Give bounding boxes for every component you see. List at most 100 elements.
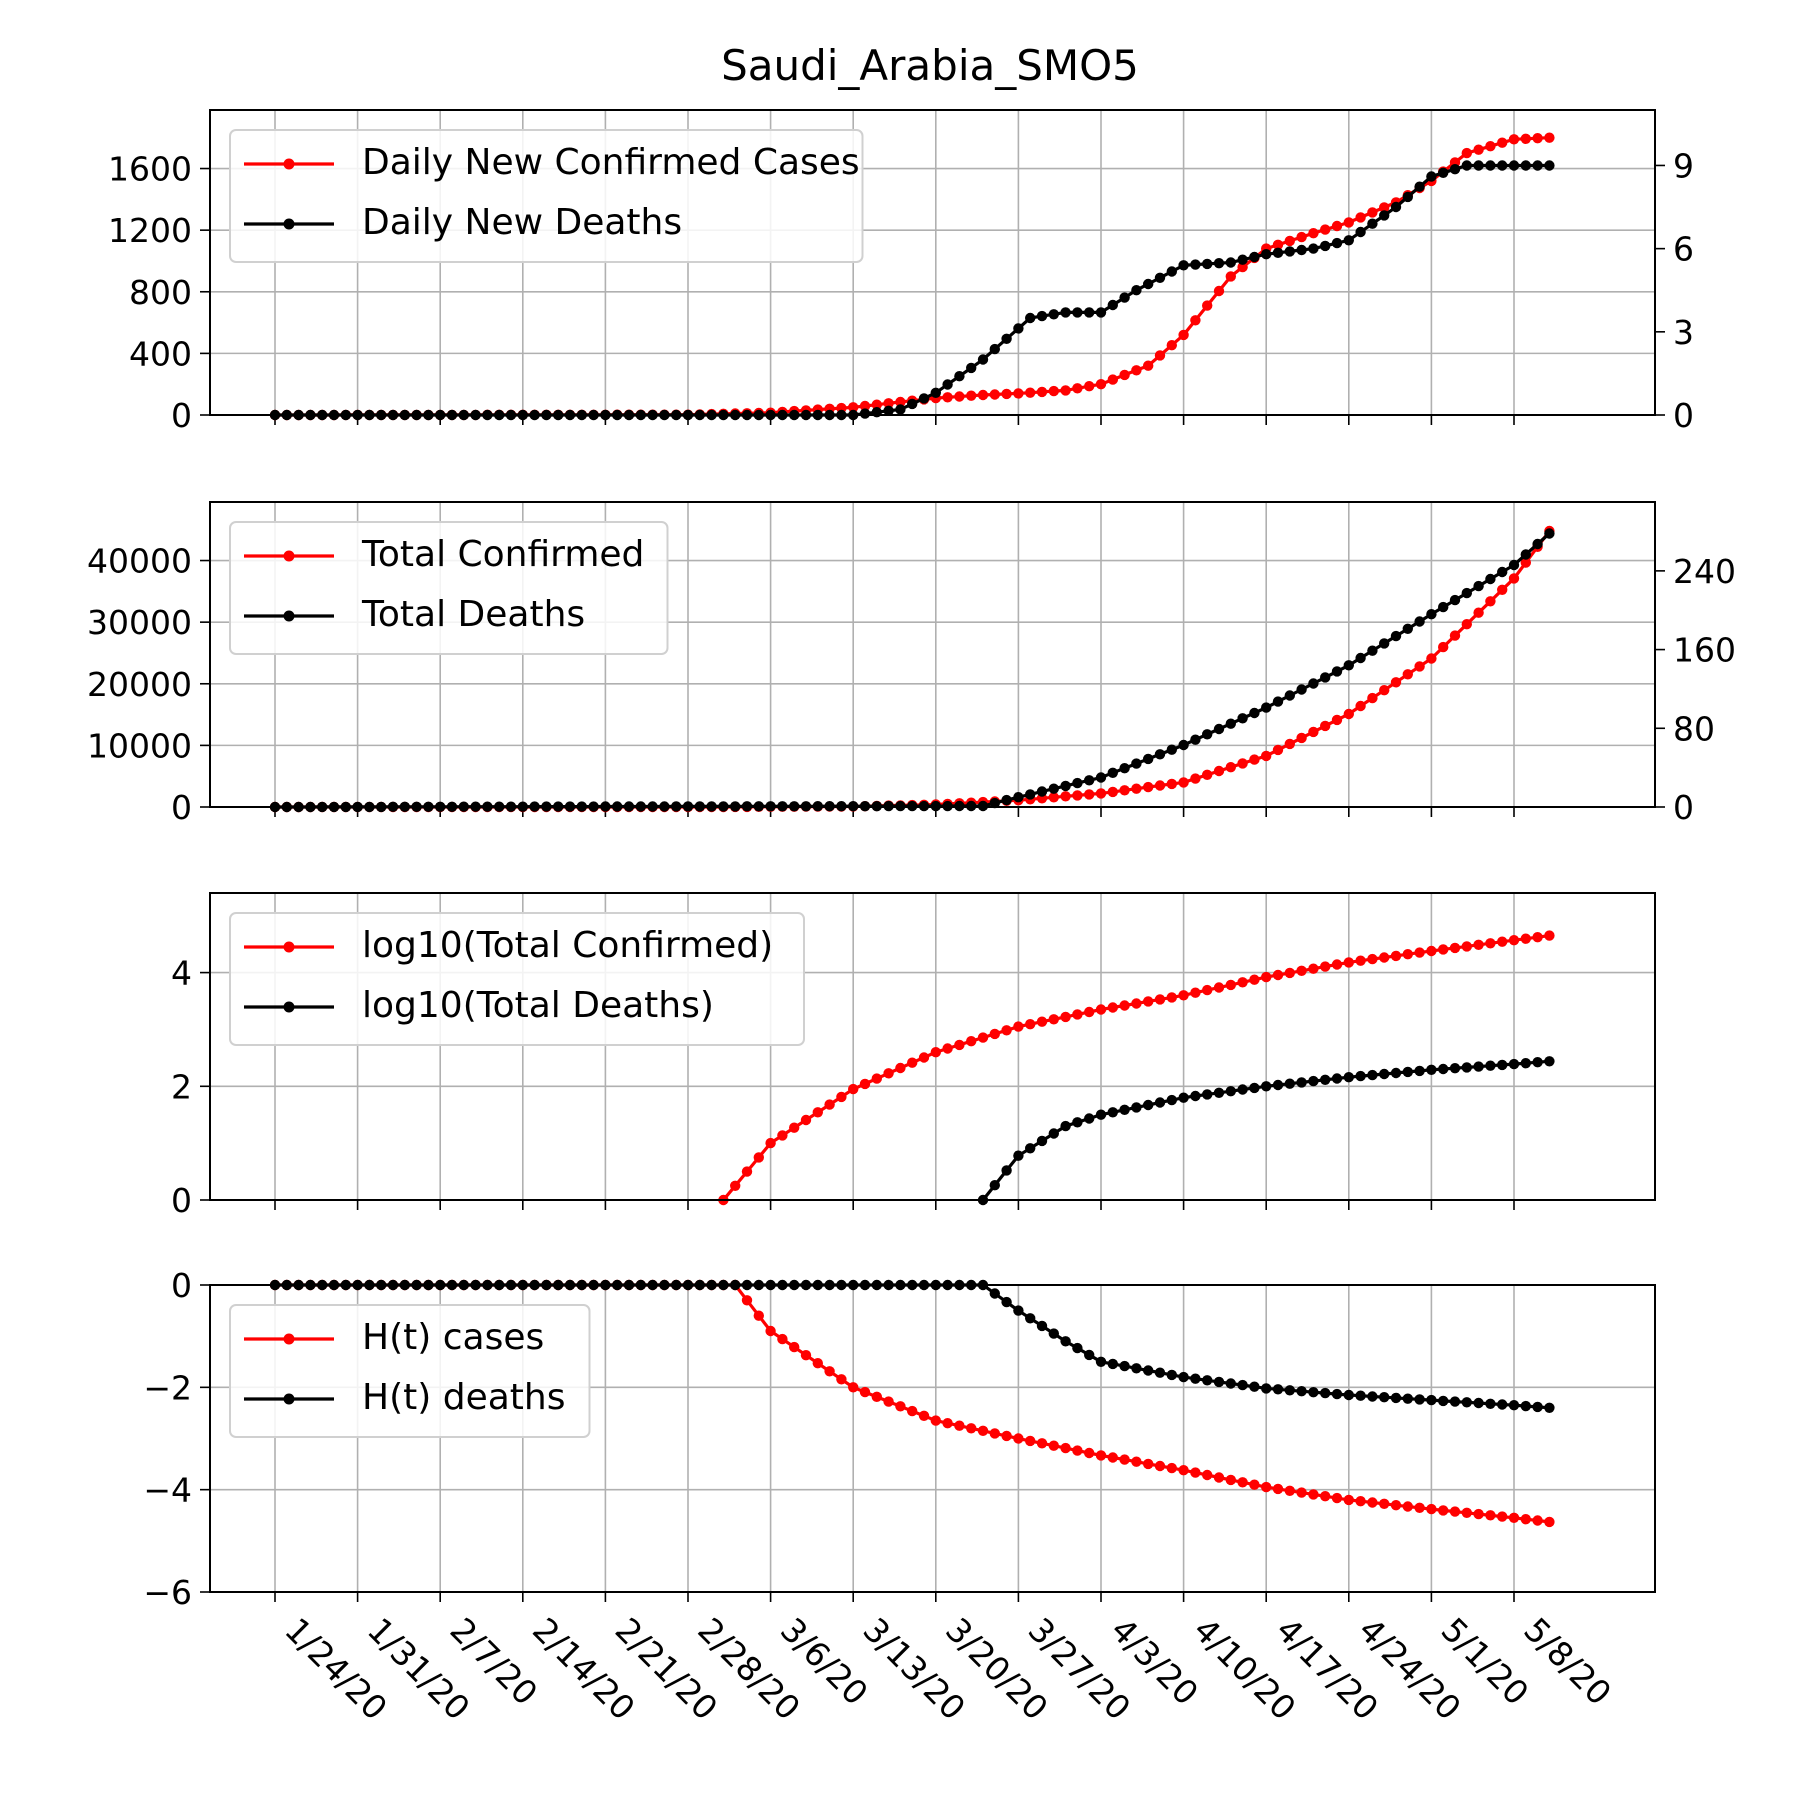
data-point — [1225, 1086, 1237, 1097]
data-point — [1544, 132, 1555, 143]
data-point — [1331, 220, 1343, 232]
legend-box — [229, 129, 864, 263]
data-point — [1331, 1492, 1343, 1504]
data-point — [1473, 1061, 1484, 1072]
data-point — [1178, 260, 1189, 271]
data-point — [1178, 990, 1189, 1001]
data-point — [1001, 1165, 1012, 1176]
data-point — [895, 404, 906, 415]
data-point — [1025, 789, 1036, 800]
data-point — [730, 1180, 741, 1192]
data-point — [1084, 1349, 1095, 1361]
data-point — [1426, 1064, 1437, 1076]
data-point — [1143, 996, 1154, 1007]
data-point — [918, 393, 930, 404]
data-point — [1461, 147, 1473, 159]
data-point — [1013, 1433, 1024, 1444]
data-point — [1272, 696, 1284, 707]
data-point — [1320, 961, 1331, 972]
data-point — [1107, 786, 1119, 798]
data-point — [1178, 777, 1189, 788]
data-point — [1048, 1328, 1060, 1339]
legend: Total Confirmed Total Deaths — [229, 521, 669, 655]
data-point — [1261, 249, 1272, 260]
y-tick-label: −6 — [143, 1573, 192, 1612]
data-point — [1461, 619, 1473, 630]
data-point — [1320, 224, 1331, 235]
y-right-tick-label: 0 — [1673, 396, 1694, 435]
legend: Daily New Confirmed Cases Daily New Death… — [229, 129, 864, 263]
data-point — [1379, 638, 1390, 649]
data-point — [1272, 1079, 1284, 1091]
data-point — [1473, 1508, 1484, 1520]
data-point — [1308, 678, 1319, 689]
data-point — [1331, 1388, 1343, 1400]
legend-swatch-marker — [283, 1393, 295, 1405]
data-point — [1213, 982, 1225, 993]
data-point — [1272, 1384, 1284, 1395]
data-point — [1095, 788, 1107, 799]
data-point — [1390, 201, 1402, 213]
data-point — [1485, 141, 1496, 152]
data-point — [1225, 762, 1237, 773]
data-point — [1249, 707, 1260, 719]
data-point — [859, 1386, 871, 1398]
data-point — [1190, 734, 1201, 745]
data-point — [1036, 386, 1048, 398]
data-point — [1308, 1387, 1319, 1398]
data-point — [1107, 1002, 1119, 1013]
data-point — [1544, 1402, 1555, 1414]
panel-daily: 0 400 800 1200 1600 0 3 6 9 Daily New Confirmed C… — [108, 109, 1694, 435]
data-point — [1296, 244, 1307, 256]
data-point — [1331, 714, 1343, 726]
data-point — [800, 1350, 812, 1361]
data-point — [989, 797, 1000, 809]
data-point — [1154, 994, 1166, 1005]
data-point — [1497, 936, 1508, 947]
data-point — [1166, 992, 1178, 1003]
data-point — [1013, 1150, 1024, 1161]
data-point — [954, 1039, 965, 1051]
data-point — [989, 1428, 1000, 1439]
legend-label: log10(Total Deaths) — [362, 985, 714, 1026]
data-point — [1249, 1479, 1260, 1490]
data-point — [1154, 749, 1166, 760]
data-point — [741, 1166, 753, 1177]
data-point — [1036, 786, 1048, 797]
data-point — [1343, 1494, 1355, 1506]
data-point — [1213, 285, 1225, 297]
legend-box — [229, 521, 669, 655]
data-point — [1025, 1313, 1036, 1324]
data-point — [1178, 1092, 1189, 1103]
data-point — [1107, 299, 1119, 311]
data-point — [1261, 1383, 1272, 1394]
data-point — [1449, 1063, 1461, 1074]
data-point — [871, 1391, 882, 1403]
data-point — [1213, 1087, 1225, 1099]
plot-frame — [209, 109, 1656, 416]
data-point — [1520, 133, 1532, 144]
data-point — [1060, 307, 1071, 318]
data-point — [1520, 1058, 1532, 1069]
data-point — [1119, 369, 1130, 381]
data-point — [1084, 1447, 1095, 1459]
data-point — [1355, 1070, 1366, 1082]
plot-frame — [209, 501, 1656, 808]
legend-swatch-marker — [283, 941, 295, 953]
data-point — [1414, 181, 1425, 192]
data-point — [966, 390, 977, 401]
data-point — [859, 408, 871, 419]
data-point — [1331, 666, 1343, 677]
data-point — [1402, 1066, 1414, 1078]
data-point — [1284, 246, 1296, 257]
data-point — [1308, 726, 1319, 738]
data-point — [1485, 938, 1496, 949]
data-point — [1284, 738, 1296, 750]
data-point — [1001, 1430, 1012, 1442]
data-point — [1013, 1021, 1024, 1032]
data-point — [1473, 144, 1484, 155]
y-tick-label: 40000 — [87, 542, 192, 581]
data-point — [1060, 1336, 1071, 1347]
data-point — [1249, 1082, 1260, 1094]
y-tick-label: 10000 — [87, 726, 192, 765]
